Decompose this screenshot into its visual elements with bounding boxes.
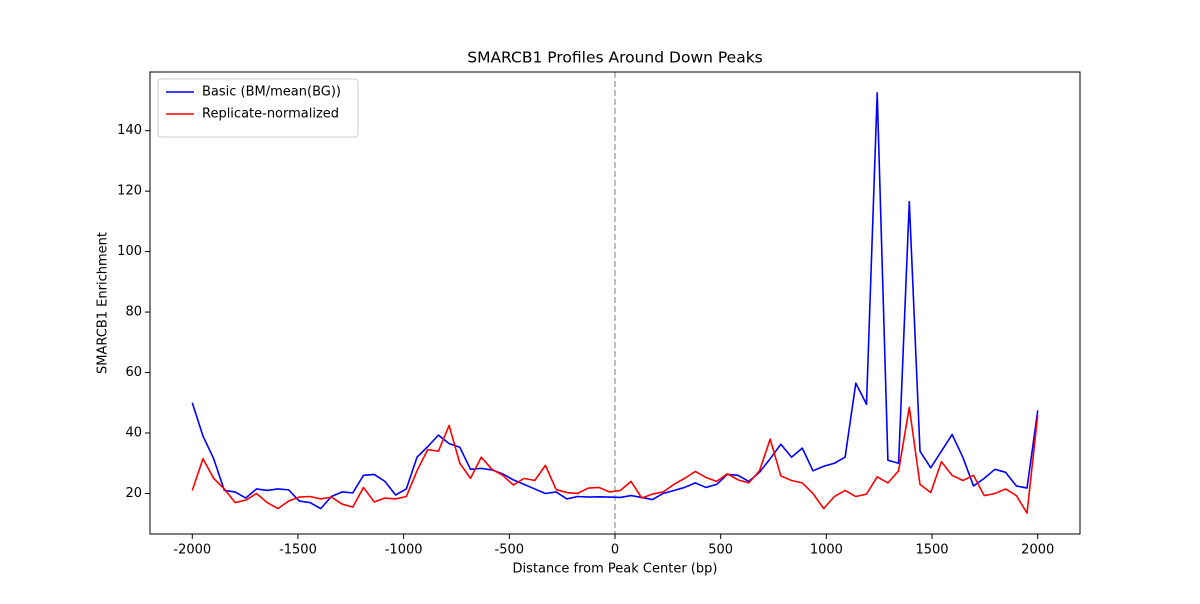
x-tick-label: 2000 — [1021, 543, 1054, 558]
x-tick-label: -1000 — [385, 543, 423, 558]
legend-label: Basic (BM/mean(BG)) — [202, 85, 341, 100]
data-line — [191, 92, 1039, 510]
data-line — [191, 406, 1039, 514]
x-tick-label: 500 — [708, 543, 733, 558]
x-tick-label: 0 — [611, 543, 619, 558]
legend-label: Replicate-normalized — [202, 107, 339, 122]
chart-title: SMARCB1 Profiles Around Down Peaks — [467, 49, 763, 67]
y-tick-label: 60 — [125, 365, 142, 380]
y-tick-label: 40 — [125, 426, 142, 441]
legend-box — [157, 78, 359, 138]
x-axis-label: Distance from Peak Center (bp) — [513, 562, 718, 577]
y-tick-label: 20 — [125, 486, 142, 501]
x-tick-label: 1000 — [810, 543, 843, 558]
x-tick-label: 1500 — [915, 543, 948, 558]
plot-frame — [149, 71, 1081, 535]
y-tick-label: 80 — [125, 305, 142, 320]
x-tick-label: -2000 — [173, 543, 211, 558]
y-tick-label: 120 — [117, 184, 142, 199]
x-tick-label: -1500 — [279, 543, 317, 558]
y-tick-label: 140 — [117, 123, 142, 138]
x-tick-label: -500 — [495, 543, 525, 558]
y-axis-label: SMARCB1 Enrichment — [96, 232, 111, 374]
y-tick-label: 100 — [117, 244, 142, 259]
